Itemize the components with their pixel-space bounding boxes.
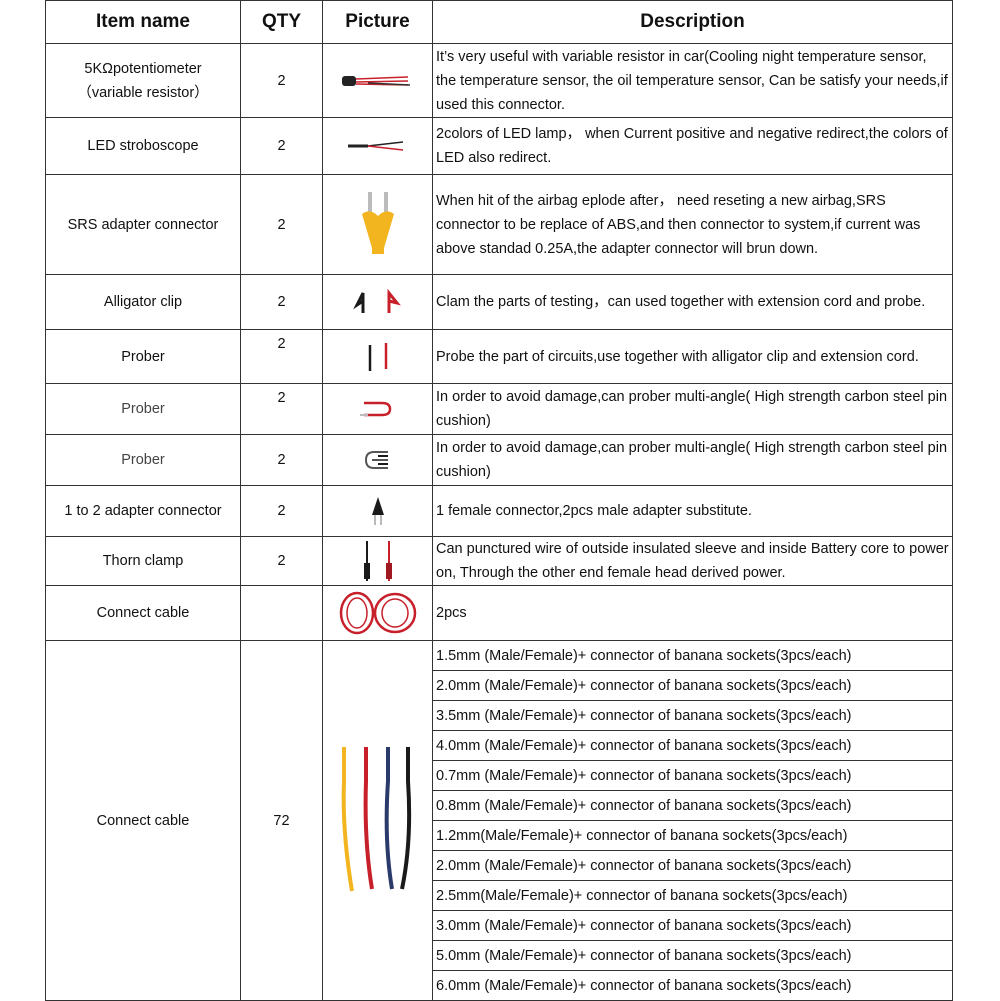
table-row: Connect cable 72 1.5mm (Male/Female)+ co… bbox=[45, 640, 953, 1001]
table-row: 2.0mm (Male/Female)+ connector of banana… bbox=[46, 850, 953, 881]
cable-spec: 0.8mm (Male/Female)+ connector of banana… bbox=[432, 790, 953, 821]
item-qty: 2 bbox=[240, 117, 323, 175]
item-description: When hit of the airbag eplode after， nee… bbox=[432, 174, 953, 275]
table-row: LED stroboscope 2 2colors of LED lamp， w… bbox=[45, 117, 953, 175]
item-name: Connect cable bbox=[45, 585, 241, 641]
item-description: Can punctured wire of outside insulated … bbox=[432, 536, 953, 586]
table-row: Prober 2 In order to avoid damage,can pr… bbox=[45, 434, 953, 486]
item-qty: 2 bbox=[240, 174, 323, 275]
item-name: Prober bbox=[45, 329, 241, 384]
item-name: Prober bbox=[45, 434, 241, 486]
item-qty bbox=[240, 585, 323, 641]
srs-adapter-image bbox=[322, 174, 433, 275]
cable-spec: 6.0mm (Male/Female)+ connector of banana… bbox=[432, 970, 953, 1001]
cable-spec: 3.5mm (Male/Female)+ connector of banana… bbox=[432, 700, 953, 731]
cable-spec: 1.5mm (Male/Female)+ connector of banana… bbox=[432, 640, 953, 671]
cable-spec: 2.0mm (Male/Female)+ connector of banana… bbox=[432, 850, 953, 881]
item-name: 1 to 2 adapter connector bbox=[45, 485, 241, 537]
item-qty: 2 bbox=[240, 43, 323, 118]
item-name: Prober bbox=[45, 383, 241, 435]
table-row: Alligator clip 2 Clam the parts of testi… bbox=[45, 274, 953, 330]
item-name: LED stroboscope bbox=[45, 117, 241, 175]
item-description: 2pcs bbox=[432, 585, 953, 641]
cable-spec: 3.0mm (Male/Female)+ connector of banana… bbox=[432, 910, 953, 941]
item-name: Alligator clip bbox=[45, 274, 241, 330]
item-qty: 2 bbox=[240, 485, 323, 537]
table-row: Prober 2 In order to avoid damage,can pr… bbox=[45, 383, 953, 435]
item-description: Clam the parts of testing，can used toget… bbox=[432, 274, 953, 330]
banana-cables-image bbox=[322, 640, 433, 1001]
alligator-clip-image bbox=[322, 274, 433, 330]
cable-spec: 1.2mm(Male/Female)+ connector of banana … bbox=[432, 820, 953, 851]
table-row: 5KΩpotentiometer （variable resistor） 2 It… bbox=[45, 43, 953, 118]
item-name-line2: （variable resistor） bbox=[77, 84, 209, 101]
item-description: It’s very useful with variable resistor … bbox=[432, 43, 953, 118]
item-name: Thorn clamp bbox=[45, 536, 241, 586]
header-qty: QTY bbox=[240, 0, 323, 44]
table-row: Prober 2 Probe the part of circuits,use … bbox=[45, 329, 953, 384]
item-description: Probe the part of circuits,use together … bbox=[432, 329, 953, 384]
item-name: SRS adapter connector bbox=[45, 174, 241, 275]
item-qty: 2 bbox=[240, 274, 323, 330]
header-item-name: Item name bbox=[45, 0, 241, 44]
item-name-line1: 5KΩpotentiometer bbox=[84, 60, 202, 77]
item-qty: 72 bbox=[240, 640, 323, 1001]
cable-spec: 0.7mm (Male/Female)+ connector of banana… bbox=[432, 760, 953, 791]
item-description: 2colors of LED lamp， when Current positi… bbox=[432, 117, 953, 175]
item-name: Connect cable bbox=[45, 640, 241, 1001]
table-row: 5.0mm (Male/Female)+ connector of banana… bbox=[46, 940, 953, 971]
header-row: Item name QTY Picture Description bbox=[45, 0, 953, 44]
header-picture: Picture bbox=[322, 0, 433, 44]
item-qty: 2 bbox=[240, 536, 323, 586]
table-row: 6.0mm (Male/Female)+ connector of banana… bbox=[46, 970, 953, 1001]
thorn-clamp-image bbox=[322, 536, 433, 586]
item-qty: 2 bbox=[240, 434, 323, 486]
multi-angle-prober-image bbox=[322, 434, 433, 486]
item-qty: 2 bbox=[240, 329, 323, 384]
table-row: Connect cable 2pcs bbox=[45, 585, 953, 641]
header-description: Description bbox=[432, 0, 953, 44]
table-row: 3.5mm (Male/Female)+ connector of banana… bbox=[46, 700, 953, 731]
table-row: 4.0mm (Male/Female)+ connector of banana… bbox=[46, 730, 953, 761]
table-row: SRS adapter connector 2 When hit of the … bbox=[45, 174, 953, 275]
item-description: 1 female connector,2pcs male adapter sub… bbox=[432, 485, 953, 537]
led-stroboscope-image bbox=[322, 117, 433, 175]
cable-spec: 4.0mm (Male/Female)+ connector of banana… bbox=[432, 730, 953, 761]
item-qty: 2 bbox=[240, 383, 323, 435]
cable-spec: 2.0mm (Male/Female)+ connector of banana… bbox=[432, 670, 953, 701]
adapter-connector-image bbox=[322, 485, 433, 537]
parts-table: Item name QTY Picture Description 5KΩpot… bbox=[45, 0, 953, 1001]
item-name: 5KΩpotentiometer （variable resistor） bbox=[45, 43, 241, 118]
item-description: In order to avoid damage,can prober mult… bbox=[432, 434, 953, 486]
table-row: 1.2mm(Male/Female)+ connector of banana … bbox=[46, 820, 953, 851]
coiled-cable-image bbox=[322, 585, 433, 641]
table-row: 3.0mm (Male/Female)+ connector of banana… bbox=[46, 910, 953, 941]
cable-spec: 2.5mm(Male/Female)+ connector of banana … bbox=[432, 880, 953, 911]
table-row: 2.5mm(Male/Female)+ connector of banana … bbox=[46, 880, 953, 911]
table-row: 1 to 2 adapter connector 2 1 female conn… bbox=[45, 485, 953, 537]
cable-spec: 5.0mm (Male/Female)+ connector of banana… bbox=[432, 940, 953, 971]
item-description: In order to avoid damage,can prober mult… bbox=[432, 383, 953, 435]
potentiometer-image bbox=[322, 43, 433, 118]
table-row: Thorn clamp 2 Can punctured wire of outs… bbox=[45, 536, 953, 586]
prober-image bbox=[322, 329, 433, 384]
bent-prober-image bbox=[322, 383, 433, 435]
